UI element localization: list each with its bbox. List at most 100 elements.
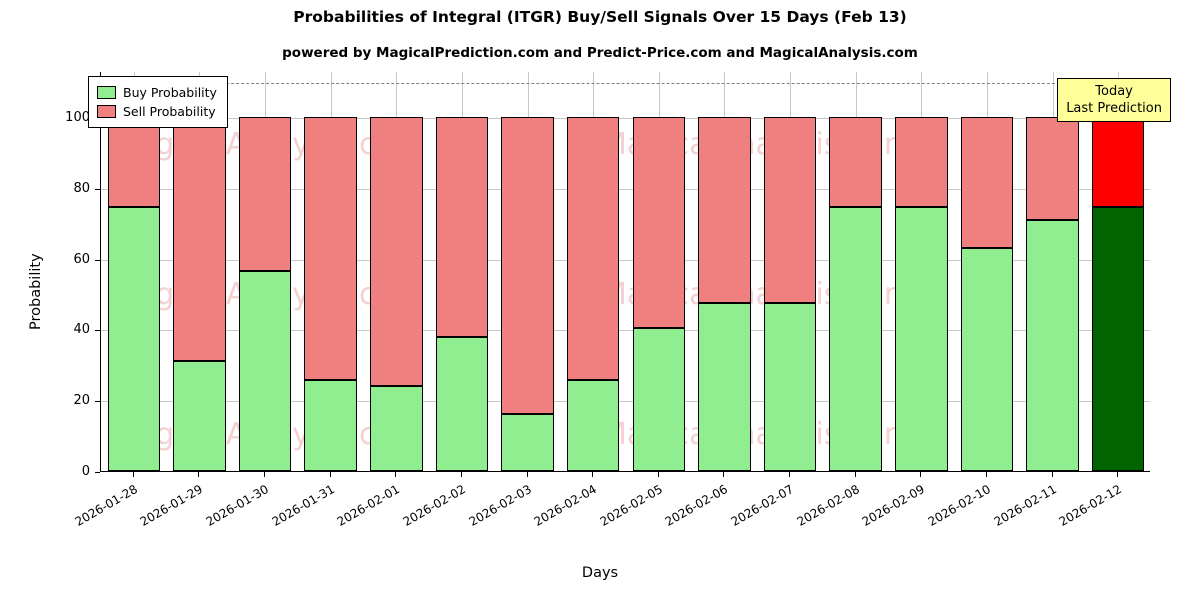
legend-swatch-buy <box>97 86 116 99</box>
bar-group[interactable] <box>238 72 292 471</box>
bar-segment-buy[interactable] <box>370 386 423 471</box>
legend-swatch-sell <box>97 105 116 118</box>
legend-label-sell: Sell Probability <box>123 104 216 119</box>
x-tick-mark <box>723 472 725 477</box>
chart-legend: Buy Probability Sell Probability <box>88 76 228 128</box>
legend-label-buy: Buy Probability <box>123 85 217 100</box>
x-axis-title: Days <box>581 565 619 581</box>
x-tick-mark <box>985 472 987 477</box>
y-tick-label: 40 <box>73 322 90 338</box>
gridline-horizontal <box>101 401 1150 403</box>
bar-segment-buy[interactable] <box>435 336 489 471</box>
bar-segment-buy[interactable] <box>960 248 1014 471</box>
bar-segment-buy[interactable] <box>566 380 620 471</box>
bar-group[interactable] <box>501 72 554 471</box>
y-tick-label: 60 <box>73 251 90 267</box>
bar-group[interactable] <box>763 72 817 471</box>
chart-title: Probabilities of Integral (ITGR) Buy/Sel… <box>293 8 907 26</box>
bar-segment-sell[interactable] <box>435 117 489 337</box>
x-tick-mark <box>460 472 462 477</box>
bar-segment-buy[interactable] <box>1026 220 1079 471</box>
today-annotation: Today Last Prediction <box>1057 78 1171 122</box>
gridline-horizontal <box>101 118 1150 120</box>
bar-group[interactable] <box>1026 72 1079 471</box>
bar-segment-sell[interactable] <box>698 117 751 304</box>
dashed-reference-line <box>101 82 1150 84</box>
bar-group[interactable] <box>370 72 423 471</box>
bar-segment-buy[interactable] <box>895 206 948 471</box>
bar-segment-buy[interactable] <box>1091 206 1145 471</box>
bar-segment-buy[interactable] <box>763 303 817 471</box>
bar-segment-buy[interactable] <box>238 270 292 471</box>
bar-segment-buy[interactable] <box>829 206 882 471</box>
y-tick-label: 80 <box>73 180 90 196</box>
bar-segment-sell[interactable] <box>370 117 423 387</box>
bar-segment-sell[interactable] <box>1091 117 1145 207</box>
bar-group[interactable] <box>1091 72 1145 471</box>
x-tick-label: 2026-01-31 <box>269 482 337 529</box>
x-tick-mark <box>264 472 266 477</box>
bar-segment-sell[interactable] <box>107 117 161 207</box>
x-tick-mark <box>657 472 659 477</box>
today-annotation-line2: Last Prediction <box>1066 101 1162 116</box>
bar-segment-sell[interactable] <box>632 117 686 328</box>
bar-segment-sell[interactable] <box>501 117 554 414</box>
x-tick-label: 2026-02-10 <box>925 482 993 529</box>
x-tick-label: 2026-01-28 <box>72 482 140 529</box>
bar-segment-sell[interactable] <box>763 117 817 304</box>
bar-segment-sell[interactable] <box>829 117 882 207</box>
x-tick-label: 2026-02-09 <box>859 482 928 529</box>
bar-segment-buy[interactable] <box>304 380 357 471</box>
bar-segment-sell[interactable] <box>960 117 1014 248</box>
today-annotation-line1: Today <box>1095 84 1133 99</box>
bar-group[interactable] <box>895 72 948 471</box>
plot-area: MagicalAnalysis.com MagicalAnalysis.com Ma… <box>100 72 1150 472</box>
x-tick-label: 2026-01-30 <box>203 482 272 529</box>
bar-group[interactable] <box>698 72 751 471</box>
gridline-horizontal <box>101 259 1150 261</box>
x-tick-label: 2026-02-12 <box>1056 482 1125 529</box>
bar-segment-sell[interactable] <box>566 117 620 381</box>
x-tick-mark <box>789 472 791 477</box>
bar-segment-sell[interactable] <box>238 117 292 271</box>
x-tick-label: 2026-02-03 <box>466 482 534 529</box>
x-tick-mark <box>592 472 594 477</box>
y-tick-mark <box>95 188 100 190</box>
bar-group[interactable] <box>435 72 489 471</box>
x-tick-mark <box>920 472 922 477</box>
gridline-horizontal <box>101 188 1150 190</box>
x-tick-label: 2026-02-01 <box>334 482 403 529</box>
bar-group[interactable] <box>304 72 357 471</box>
bar-group[interactable] <box>107 72 161 471</box>
x-tick-label: 2026-01-29 <box>138 482 206 529</box>
x-tick-label: 2026-02-05 <box>597 482 665 529</box>
bar-segment-sell[interactable] <box>1026 117 1079 221</box>
x-tick-mark <box>1117 472 1119 477</box>
x-tick-mark <box>329 472 331 477</box>
x-tick-label: 2026-02-11 <box>991 482 1059 529</box>
x-tick-mark <box>526 472 528 477</box>
bar-group[interactable] <box>173 72 226 471</box>
x-tick-mark <box>395 472 397 477</box>
bar-group[interactable] <box>566 72 620 471</box>
bar-group[interactable] <box>960 72 1014 471</box>
bar-segment-buy[interactable] <box>632 327 686 471</box>
bar-segment-sell[interactable] <box>173 117 226 361</box>
bar-group[interactable] <box>632 72 686 471</box>
x-tick-mark <box>1051 472 1053 477</box>
x-tick-label: 2026-02-04 <box>531 482 600 529</box>
y-tick-mark <box>95 330 100 332</box>
bar-segment-buy[interactable] <box>107 206 161 471</box>
bar-segment-buy[interactable] <box>173 360 226 471</box>
x-tick-label: 2026-02-07 <box>728 482 797 529</box>
bar-segment-sell[interactable] <box>895 117 948 207</box>
bar-segment-sell[interactable] <box>304 117 357 381</box>
legend-item-sell: Sell Probability <box>97 102 217 121</box>
bar-segment-buy[interactable] <box>698 303 751 471</box>
bar-group[interactable] <box>829 72 882 471</box>
x-tick-mark <box>198 472 200 477</box>
y-tick-mark <box>95 259 100 261</box>
bar-segment-buy[interactable] <box>501 413 554 471</box>
x-tick-mark <box>854 472 856 477</box>
